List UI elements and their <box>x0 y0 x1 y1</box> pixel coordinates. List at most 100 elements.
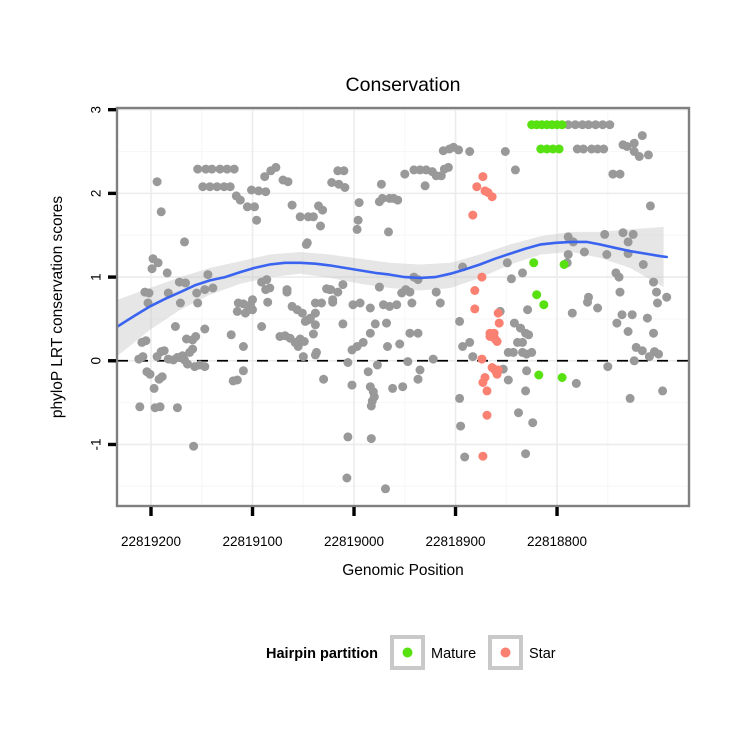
data-point-other <box>662 292 672 302</box>
data-point-star <box>468 210 478 220</box>
data-point-star <box>472 182 482 192</box>
data-point-other <box>316 221 325 231</box>
y-tick-label: -1 <box>89 438 104 450</box>
ribbon-area <box>117 226 664 356</box>
data-point-mature <box>557 120 567 130</box>
x-axis-title: Genomic Position <box>342 562 463 579</box>
plot-title: Conservation <box>346 74 461 96</box>
data-point-other <box>598 120 608 130</box>
data-point-other <box>502 258 512 268</box>
data-point-other <box>366 401 376 411</box>
data-point-other <box>468 352 478 362</box>
data-point-other <box>637 131 647 141</box>
data-point-other <box>591 120 601 130</box>
data-point-other <box>170 322 180 331</box>
y-tick-label: 2 <box>89 190 104 198</box>
data-point-other <box>208 283 218 293</box>
scatter-points <box>134 120 672 494</box>
data-point-other <box>282 287 292 297</box>
data-point-other <box>608 169 618 179</box>
data-point-other <box>652 287 661 297</box>
data-point-other <box>370 319 380 329</box>
data-point-other <box>181 278 190 288</box>
data-point-other <box>374 282 384 292</box>
legend: Hairpin partition Mature Star <box>266 635 556 670</box>
smooth-line <box>116 240 668 328</box>
data-point-other <box>405 328 415 338</box>
data-point-other <box>528 418 538 428</box>
data-point-other <box>343 432 353 442</box>
data-point-other <box>395 339 405 349</box>
data-point-other <box>382 318 391 328</box>
data-point-star <box>470 304 480 314</box>
data-point-other <box>352 224 362 234</box>
data-point-other <box>299 337 309 346</box>
data-point-other <box>521 386 531 396</box>
data-point-other <box>347 380 357 390</box>
data-point-other <box>599 144 609 154</box>
data-point-star <box>478 378 488 387</box>
data-point-other <box>200 362 210 372</box>
data-point-other <box>642 313 652 323</box>
data-point-other <box>157 372 167 382</box>
data-point-other <box>454 145 464 155</box>
data-point-star <box>494 318 504 328</box>
data-point-other <box>225 182 235 192</box>
data-point-other <box>248 295 257 305</box>
data-point-other <box>583 297 592 307</box>
data-point-other <box>645 201 655 211</box>
data-point-other <box>366 434 376 444</box>
data-point-other <box>257 322 267 331</box>
data-point-other <box>144 288 154 298</box>
data-point-other <box>193 298 203 308</box>
data-point-other <box>653 298 662 308</box>
data-point-other <box>612 318 622 328</box>
legend-key-mature <box>390 635 425 670</box>
data-point-other <box>200 324 210 334</box>
data-point-mature <box>534 370 544 380</box>
data-point-other <box>205 182 215 192</box>
data-point-other <box>285 333 295 343</box>
data-point-star <box>478 451 488 461</box>
data-point-other <box>338 280 348 290</box>
data-point-other <box>524 330 534 340</box>
data-point-other <box>232 375 242 385</box>
data-point-star <box>477 272 487 282</box>
panel-border <box>115 106 691 508</box>
data-point-other <box>203 270 213 280</box>
data-point-mature <box>559 260 569 269</box>
data-point-other <box>250 202 259 212</box>
data-point-other <box>649 277 658 287</box>
data-point-other <box>189 441 199 451</box>
legend-key-mature-dot <box>402 647 413 658</box>
data-point-other <box>508 347 518 357</box>
data-point-other <box>618 228 628 238</box>
data-point-other <box>428 354 438 364</box>
data-point-star <box>492 337 502 346</box>
data-point-other <box>200 285 210 295</box>
data-point-other <box>295 212 305 222</box>
data-point-other <box>614 272 624 282</box>
data-point-other <box>303 315 313 325</box>
data-point-other <box>392 300 402 310</box>
data-point-other <box>415 365 425 375</box>
data-point-other <box>503 375 513 385</box>
data-point-other <box>634 152 644 161</box>
data-point-other <box>372 360 382 370</box>
y-tick-label: 3 <box>89 106 104 114</box>
legend-item-star-label: Star <box>529 646 556 662</box>
data-point-other <box>413 374 423 384</box>
data-point-other <box>460 452 470 462</box>
data-point-other <box>192 288 202 298</box>
data-point-mature <box>532 290 542 300</box>
data-point-other <box>605 120 615 130</box>
x-tick-label: 22818900 <box>425 534 485 549</box>
data-point-other <box>293 342 303 351</box>
data-point-other <box>629 356 639 366</box>
y-axis-title: phyloP LRT conservation scores <box>49 196 66 419</box>
data-point-other <box>252 215 262 225</box>
data-point-other <box>431 287 441 297</box>
data-point-other <box>413 328 423 338</box>
data-point-other <box>319 374 329 384</box>
